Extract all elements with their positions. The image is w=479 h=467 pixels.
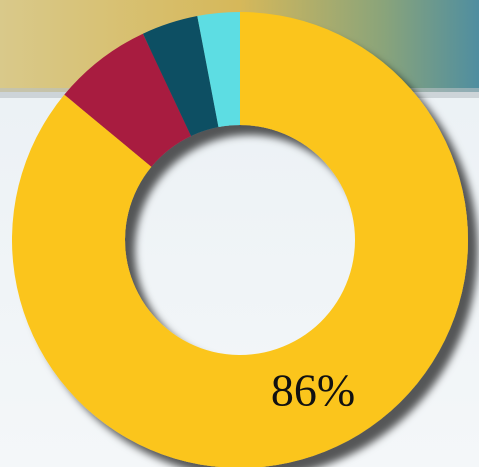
screen: 86% xyxy=(0,0,479,467)
value-label: 86% xyxy=(271,365,355,416)
